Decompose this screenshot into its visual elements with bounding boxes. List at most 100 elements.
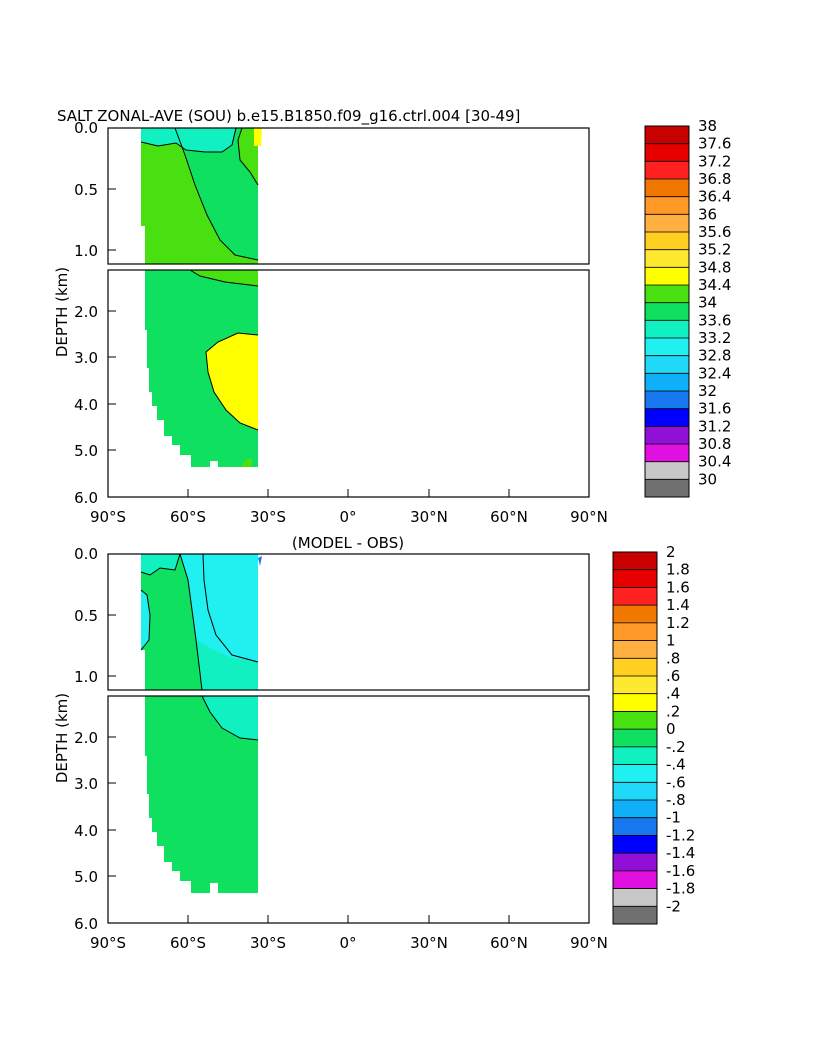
colorbar-label: 0	[666, 720, 676, 738]
colorbar-label: 32.8	[698, 347, 731, 365]
contour-line	[202, 553, 259, 663]
colorbar-label: 2	[666, 543, 676, 561]
region-difference-fill	[202, 696, 258, 740]
lower-panel-fills	[145, 695, 259, 893]
x-tick-label: 60°S	[170, 508, 206, 526]
colorbar-label: 31.2	[698, 417, 731, 435]
colorbar-swatch	[645, 179, 689, 198]
colorbar-swatch	[645, 249, 689, 268]
colorbar-label: 35.6	[698, 223, 731, 241]
colorbar-swatch	[645, 285, 689, 304]
colorbar-label: 34.4	[698, 276, 731, 294]
colorbar-swatch	[613, 622, 657, 642]
colorbar-label: 31.6	[698, 400, 731, 418]
region-difference-fill	[145, 696, 258, 893]
colorbar-frame	[644, 125, 690, 498]
colorbar-label: -2	[666, 897, 681, 915]
colorbar-swatch	[645, 461, 689, 480]
x-tick-label: 60°N	[490, 934, 528, 952]
region-difference-fill	[258, 556, 262, 566]
colorbar-label: 33.6	[698, 311, 731, 329]
colorbar-swatch	[613, 782, 657, 801]
colorbar-label: 32	[698, 382, 717, 400]
contour-line	[174, 127, 259, 261]
colorbar-label: -.2	[666, 738, 686, 756]
plot-title: (MODEL - OBS)	[292, 534, 404, 552]
y-tick-label: 5.0	[74, 442, 98, 460]
colorbar-label: 32.4	[698, 364, 731, 382]
x-tick-label: 30°S	[250, 508, 286, 526]
colorbar-label: -.4	[666, 756, 686, 774]
colorbar-swatch	[645, 214, 689, 233]
upper-panel-frame	[107, 553, 590, 691]
contour-line	[140, 127, 237, 153]
plot-difference: (MODEL - OBS) 0.0	[53, 534, 695, 952]
colorbar-swatch	[645, 444, 689, 463]
colorbar-label: 30	[698, 470, 717, 488]
colorbar: 3837.637.236.836.43635.635.234.834.43433…	[644, 117, 731, 498]
x-tick-label: 90°N	[570, 508, 608, 526]
y-tick-label: 4.0	[74, 396, 98, 414]
colorbar-frame	[612, 551, 658, 925]
colorbar-swatch	[613, 569, 657, 588]
colorbar-label: -1.8	[666, 880, 695, 898]
colorbar-swatch	[645, 126, 689, 145]
y-tick-label: 2.0	[74, 729, 98, 747]
colorbar-label: -.6	[666, 773, 686, 791]
y-axis-lower: 2.0 3.0 4.0 5.0 6.0	[74, 729, 116, 933]
colorbar-swatch	[613, 587, 657, 606]
colorbar-swatch	[645, 479, 689, 498]
x-tick-label: 60°N	[490, 508, 528, 526]
region-difference-fill	[196, 640, 258, 690]
contour-line	[189, 269, 259, 287]
contour-line	[205, 332, 259, 431]
contour-line	[179, 553, 203, 691]
colorbar-label: 1.2	[666, 614, 690, 632]
x-tick-label: 90°S	[90, 934, 126, 952]
colorbar-swatch	[645, 320, 689, 339]
upper-panel-fills	[140, 127, 262, 264]
y-tick-label: 0.0	[74, 545, 98, 563]
y-tick-label: 3.0	[74, 349, 98, 367]
colorbar-label: 37.6	[698, 135, 731, 153]
upper-panel-frame	[107, 127, 590, 265]
upper-panel-fills	[140, 553, 262, 691]
x-tick-label: 30°N	[410, 934, 448, 952]
colorbar-label: 36.4	[698, 188, 731, 206]
contour-line	[140, 553, 181, 576]
colorbar-swatch	[613, 676, 657, 695]
colorbar-label: .8	[666, 649, 680, 667]
x-tick-label: 90°S	[90, 508, 126, 526]
colorbar-label: .2	[666, 702, 680, 720]
colorbar-swatch	[613, 746, 657, 766]
x-tick-label: 90°N	[570, 934, 608, 952]
colorbar-swatch	[645, 196, 689, 215]
region-salinity-fill	[175, 128, 258, 260]
y-tick-label: 3.0	[74, 775, 98, 793]
colorbar-label: 1.6	[666, 578, 690, 596]
region-salinity-fill	[254, 128, 262, 146]
colorbar-label: 1	[666, 632, 676, 650]
colorbar-label: 34	[698, 294, 717, 312]
colorbar-label: -1.2	[666, 826, 695, 844]
colorbar-swatch	[613, 853, 657, 872]
colorbar-label: 38	[698, 117, 717, 135]
plot-title: SALT ZONAL-AVE (SOU) b.e15.B1850.f09_g16…	[57, 107, 520, 126]
colorbar-label: -1.6	[666, 862, 695, 880]
colorbar-swatch	[613, 693, 657, 712]
region-salinity-fill	[206, 333, 258, 430]
y-axis-label: DEPTH (km)	[53, 693, 71, 783]
colorbar-label: 1.8	[666, 561, 690, 579]
colorbar-swatch	[645, 302, 689, 321]
colorbar-swatch	[645, 161, 689, 180]
region-salinity-fill	[145, 270, 258, 467]
colorbar-label: -.8	[666, 791, 686, 809]
region-salinity-fill	[141, 128, 236, 152]
colorbar-label: .4	[666, 685, 680, 703]
y-tick-label: 4.0	[74, 822, 98, 840]
colorbar-label: -1.4	[666, 844, 695, 862]
y-tick-label: 0.0	[74, 119, 98, 137]
colorbar-label: 30.8	[698, 435, 731, 453]
x-tick-label: 60°S	[170, 934, 206, 952]
colorbar-label: 36	[698, 205, 717, 223]
